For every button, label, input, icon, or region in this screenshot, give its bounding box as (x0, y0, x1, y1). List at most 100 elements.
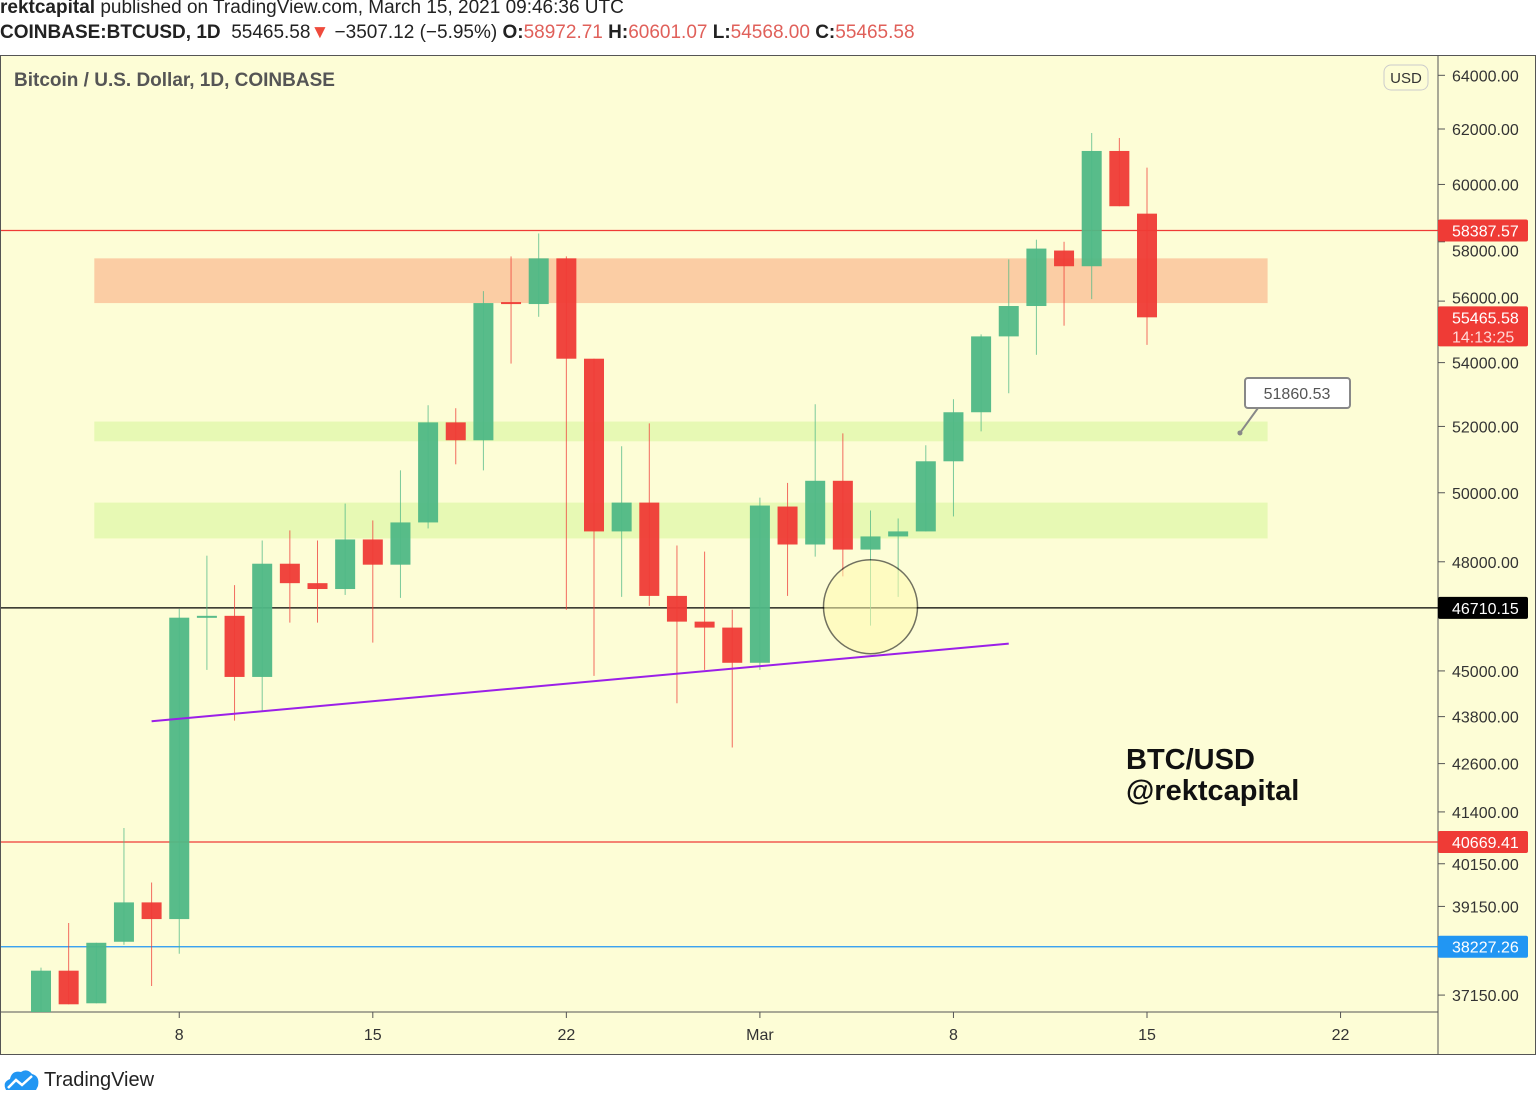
candle-down (722, 627, 743, 663)
last-price-bg (1438, 306, 1528, 347)
y-tick-label: 45000.00 (1452, 664, 1519, 681)
y-tick-label: 42600.00 (1452, 757, 1519, 774)
candle-down (639, 502, 660, 596)
candle-up (971, 336, 992, 413)
brand-name: TradingView (44, 1068, 155, 1091)
x-tick-label: 22 (1332, 1027, 1350, 1044)
x-tick-label: 15 (364, 1027, 382, 1044)
y-tick-label: 54000.00 (1452, 356, 1519, 373)
callout-box (1244, 377, 1351, 409)
candle-up (611, 502, 632, 532)
price-label-bg (1438, 219, 1528, 242)
watermark-text: BTC/USD @rektcapital (1126, 745, 1299, 807)
close-value: 55465.58 (835, 22, 915, 43)
candle-down (1109, 150, 1130, 207)
y-tick-label: 43800.00 (1452, 710, 1519, 727)
high-value: 60601.07 (628, 22, 708, 43)
candle-up (335, 539, 356, 590)
candle-up (113, 902, 134, 942)
candle-up (196, 615, 217, 618)
candle-up (169, 617, 190, 920)
candle-down (777, 506, 798, 545)
y-tick-label: 58000.00 (1452, 244, 1519, 261)
cloud-chart-icon (4, 1070, 39, 1090)
stamp-line1: BTC/USD (1126, 744, 1255, 776)
candle-down (501, 302, 522, 305)
candle-up (418, 422, 439, 523)
candle-up (1081, 150, 1102, 267)
price-label: 46710.15 (1452, 601, 1519, 618)
price-label: 40669.41 (1452, 835, 1519, 852)
author: rektcapital (0, 0, 96, 18)
x-tick-label: Mar (746, 1027, 774, 1044)
down-triangle-icon: ▼ (310, 22, 330, 43)
y-tick-label: 52000.00 (1452, 419, 1519, 436)
candle-down (224, 615, 245, 677)
candle-up (86, 942, 107, 1004)
high-label: H: (608, 22, 629, 43)
callout-anchor (1237, 430, 1243, 436)
zone-rect (94, 421, 1268, 442)
y-tick-label: 39150.00 (1452, 899, 1519, 916)
currency-button[interactable]: USD (1383, 64, 1429, 91)
y-tick-label: 50000.00 (1452, 486, 1519, 503)
y-tick-label: 60000.00 (1452, 177, 1519, 194)
candle-down (141, 902, 162, 920)
callout-label: 51860.53 (1264, 386, 1331, 403)
publish-info: rektcapital published on TradingView.com… (0, 0, 624, 19)
candle-down (1054, 250, 1075, 267)
candle-up (943, 412, 964, 462)
close-label: C: (815, 22, 836, 43)
price-label-bg (1438, 596, 1528, 619)
candle-up (805, 480, 826, 545)
last-price-label: 55465.58 (1452, 310, 1519, 327)
candle-down (307, 583, 328, 590)
symbol: COINBASE:BTCUSD, 1D (0, 22, 221, 43)
tradingview-logo[interactable]: TradingView (2, 1068, 154, 1092)
ohlc-legend: COINBASE:BTCUSD, 1D 55465.58▼ −3507.12 (… (0, 22, 915, 44)
candle-down (1137, 213, 1157, 318)
candle-up (390, 522, 411, 565)
y-tick-label: 37150.00 (1452, 988, 1519, 1005)
candle-up (473, 303, 494, 441)
candle-down (666, 595, 687, 622)
currency-label: USD (1390, 70, 1422, 87)
trendline (151, 642, 1009, 723)
candle-down (279, 563, 300, 584)
price-label-bg (1438, 935, 1528, 958)
candle-down (362, 539, 383, 565)
publish-text: published on TradingView.com, March 15, … (100, 0, 624, 18)
y-tick-label: 56000.00 (1452, 290, 1519, 307)
zone-rect (94, 502, 1268, 539)
low-value: 54568.00 (730, 22, 810, 43)
candle-up (998, 306, 1019, 337)
price-label: 58387.57 (1452, 224, 1519, 241)
y-tick-label: 41400.00 (1452, 805, 1519, 822)
candle-down (445, 422, 466, 441)
candle-down (694, 621, 715, 628)
candle-up (860, 536, 881, 550)
x-tick-label: 15 (1138, 1027, 1156, 1044)
stamp-line2: @rektcapital (1126, 775, 1300, 807)
candle-up (252, 563, 273, 677)
bar-countdown: 14:13:25 (1452, 329, 1514, 346)
candle-up (888, 531, 909, 537)
highlight-circle (822, 559, 919, 655)
y-tick-label: 48000.00 (1452, 555, 1519, 572)
last-price: 55465.58 (231, 22, 311, 43)
y-tick-label: 62000.00 (1452, 122, 1519, 139)
candle-down (556, 258, 577, 359)
candle-up (1026, 248, 1047, 307)
open-value: 58972.71 (523, 22, 603, 43)
price-change: −3507.12 (−5.95%) (334, 22, 498, 43)
price-label-bg (1438, 831, 1528, 854)
price-label: 38227.26 (1452, 940, 1519, 957)
y-tick-label: 64000.00 (1452, 68, 1519, 85)
y-tick-label: 40150.00 (1452, 857, 1519, 874)
candle-up (915, 461, 936, 532)
candle-down (584, 358, 604, 532)
x-tick-label: 8 (949, 1027, 958, 1044)
candle-down (58, 970, 79, 1005)
candle-up (31, 970, 51, 1012)
